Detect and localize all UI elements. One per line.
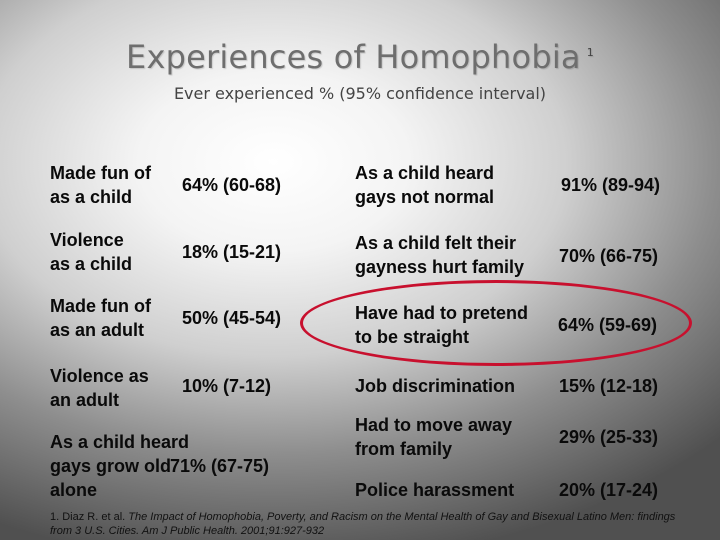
label-line: Violence bbox=[50, 230, 124, 250]
label-line: gayness hurt family bbox=[355, 257, 525, 277]
right-value-job-discrimination: 15% (12-18) bbox=[559, 376, 659, 396]
highlight-ellipse bbox=[300, 280, 692, 366]
label-line: Police harassment bbox=[355, 480, 515, 500]
left-label-violence-child: Violence as a child bbox=[50, 228, 132, 276]
right-label-move-away: Had to move away from family bbox=[355, 413, 512, 461]
right-label-job-discrimination: Job discrimination bbox=[355, 374, 515, 398]
footnote-text: The Impact of Homophobia, Poverty, and R… bbox=[50, 511, 676, 537]
left-value-violence-child: 18% (15-21) bbox=[182, 242, 282, 262]
slide-subtitle: Ever experienced % (95% confidence inter… bbox=[173, 84, 547, 103]
label-line: from family bbox=[355, 439, 453, 459]
title-reference: 1 bbox=[586, 46, 594, 60]
left-label-violence-adult: Violence as an adult bbox=[50, 364, 149, 412]
left-value-made-fun-child: 64% (60-68) bbox=[182, 175, 282, 195]
right-label-police-harassment: Police harassment bbox=[355, 478, 514, 502]
right-value-hurt-family: 70% (66-75) bbox=[559, 246, 659, 266]
label-line: Violence as bbox=[50, 366, 149, 386]
citation-footnote: 1. Diaz R. et al. The Impact of Homophob… bbox=[50, 510, 690, 538]
slide-title: Experiences of Homophobia 1 bbox=[0, 38, 720, 76]
label-line: an adult bbox=[50, 390, 120, 410]
label-line: alone bbox=[50, 480, 98, 500]
right-label-not-normal: As a child heard gays not normal bbox=[355, 161, 494, 209]
title-text: Experiences of Homophobia bbox=[126, 38, 581, 76]
label-line: gays not normal bbox=[355, 187, 495, 207]
label-line: gays grow old bbox=[50, 456, 172, 476]
right-value-police-harassment: 20% (17-24) bbox=[559, 480, 659, 500]
label-line: Made fun of bbox=[50, 296, 151, 316]
left-value-violence-adult: 10% (7-12) bbox=[182, 376, 272, 396]
label-line: As a child heard bbox=[50, 432, 190, 452]
label-line: as a child bbox=[50, 254, 133, 274]
label-line: Made fun of bbox=[50, 163, 151, 183]
left-label-made-fun-child: Made fun of as a child bbox=[50, 161, 151, 209]
footnote-prefix: 1. Diaz R. et al. bbox=[50, 511, 129, 523]
right-label-hurt-family: As a child felt their gayness hurt famil… bbox=[355, 231, 524, 279]
label-line: Job discrimination bbox=[355, 376, 516, 396]
label-line: as an adult bbox=[50, 320, 145, 340]
right-value-not-normal: 91% (89-94) bbox=[561, 175, 661, 195]
left-label-made-fun-adult: Made fun of as an adult bbox=[50, 294, 151, 342]
label-line: As a child heard bbox=[355, 163, 495, 183]
label-line: As a child felt their bbox=[355, 233, 517, 253]
left-value-grow-old-alone: 71% (67-75) bbox=[170, 456, 270, 476]
right-value-move-away: 29% (25-33) bbox=[559, 427, 659, 447]
left-value-made-fun-adult: 50% (45-54) bbox=[182, 308, 282, 328]
label-line: as a child bbox=[50, 187, 133, 207]
label-line: Had to move away bbox=[355, 415, 513, 435]
left-label-grow-old-alone: As a child heard gays grow old alone bbox=[50, 430, 189, 502]
